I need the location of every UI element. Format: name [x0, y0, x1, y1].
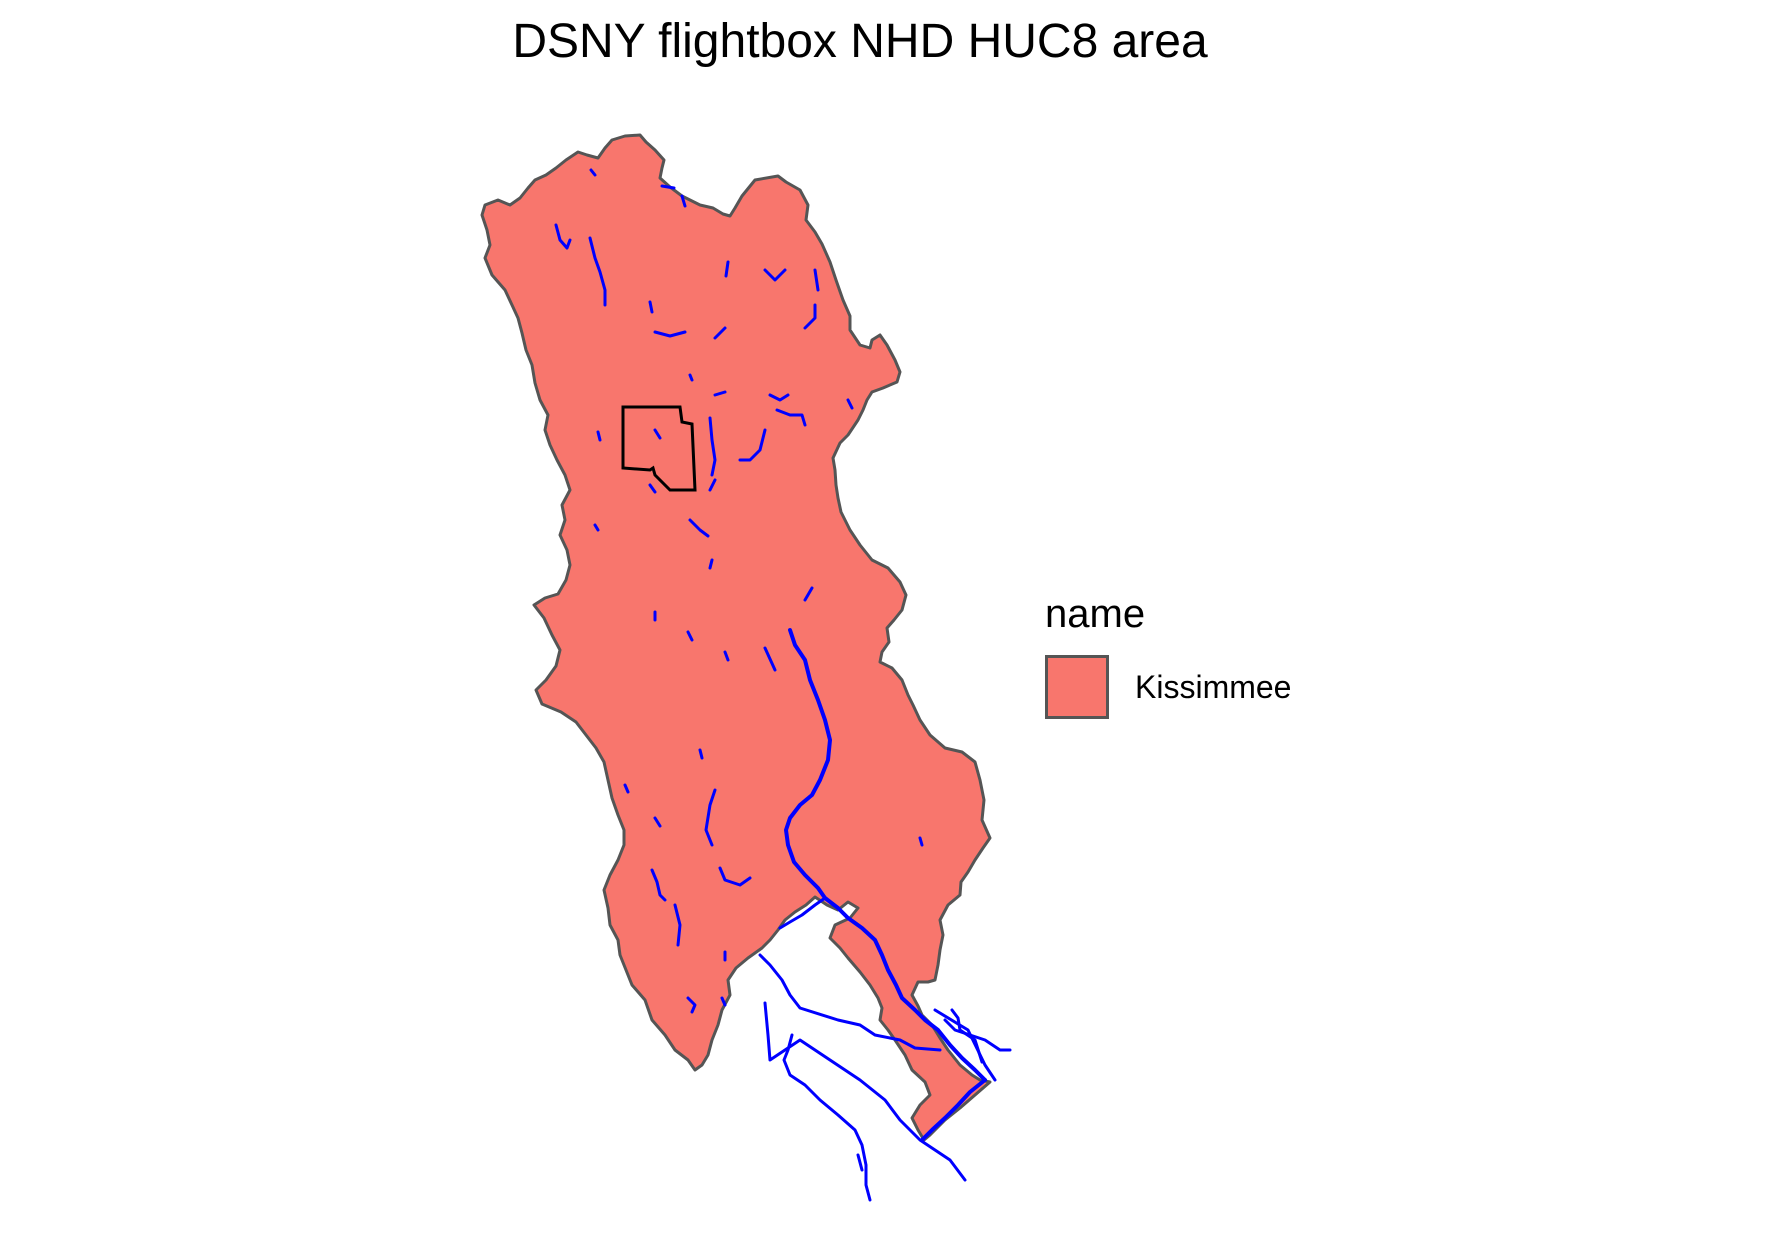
- flowline-segment: [763, 268, 787, 282]
- flowline-lower-east: [920, 1078, 987, 1142]
- flowline-segment: [724, 260, 730, 278]
- flowline-segment: [846, 398, 854, 410]
- flowline-segment: [660, 184, 676, 190]
- flowline-segment: [708, 478, 717, 492]
- nhd-flowlines: [554, 168, 1012, 1202]
- flowline-segment: [713, 326, 727, 340]
- flowline-segment: [688, 373, 694, 382]
- flowline-segment: [918, 836, 924, 847]
- flowline-segment: [653, 428, 662, 440]
- flowline-segment: [708, 558, 714, 570]
- flowline-segment: [686, 996, 697, 1014]
- legend-swatch-kissimmee: [1045, 655, 1109, 719]
- flowline-segment: [768, 393, 790, 402]
- legend-title: name: [1045, 592, 1146, 636]
- flowline-segment: [596, 430, 602, 442]
- flowline-segment: [673, 903, 682, 947]
- flowline-segment: [775, 408, 807, 427]
- flowline-segment: [738, 428, 767, 462]
- flowline-segment: [623, 783, 630, 794]
- flowline-segment: [588, 236, 607, 307]
- flowline-segment: [653, 816, 662, 828]
- flowline-canal-c: [782, 1033, 872, 1202]
- flowline-segment: [763, 646, 777, 672]
- flowline-segment: [720, 996, 727, 1007]
- flowline-segment: [650, 868, 667, 902]
- flowline-lower-branch: [778, 896, 827, 930]
- flowline-spur: [856, 1153, 864, 1172]
- flowline-segment: [653, 330, 687, 338]
- flowline-segment: [593, 523, 600, 532]
- flowline-segment: [686, 630, 694, 642]
- flowline-segment: [698, 748, 704, 760]
- flowline-segment: [813, 268, 820, 292]
- flowline-segment: [803, 303, 817, 330]
- flowline-segment: [680, 194, 687, 208]
- flowline-segment: [704, 788, 717, 847]
- flowline-segment: [723, 650, 730, 662]
- flowline-segment: [648, 483, 657, 494]
- dsny-flightbox-outline: [621, 405, 697, 492]
- flowline-segment: [554, 223, 572, 250]
- flowline-canal-a: [758, 953, 942, 1052]
- flowline-main-river: [784, 628, 987, 1082]
- flowline-canal-d: [943, 1018, 1012, 1052]
- flowline-segment: [688, 518, 710, 538]
- flowline-canal-b: [763, 1001, 967, 1182]
- legend: name Kissimmee: [1045, 592, 1291, 719]
- legend-label-kissimmee: Kissimmee: [1135, 668, 1292, 705]
- flowline-segment: [589, 168, 597, 177]
- flowline-segment: [718, 866, 752, 887]
- flowline-segment: [648, 300, 654, 314]
- map-title: DSNY flightbox NHD HUC8 area: [512, 15, 1208, 68]
- flowline-canal-f: [933, 1008, 997, 1082]
- flowline-segment: [803, 586, 814, 602]
- huc8-polygon-kissimmee: [480, 133, 992, 1142]
- legend-item-kissimmee: Kissimmee: [1045, 655, 1291, 719]
- flowline-segment: [713, 390, 727, 397]
- flowline-segment: [708, 416, 717, 477]
